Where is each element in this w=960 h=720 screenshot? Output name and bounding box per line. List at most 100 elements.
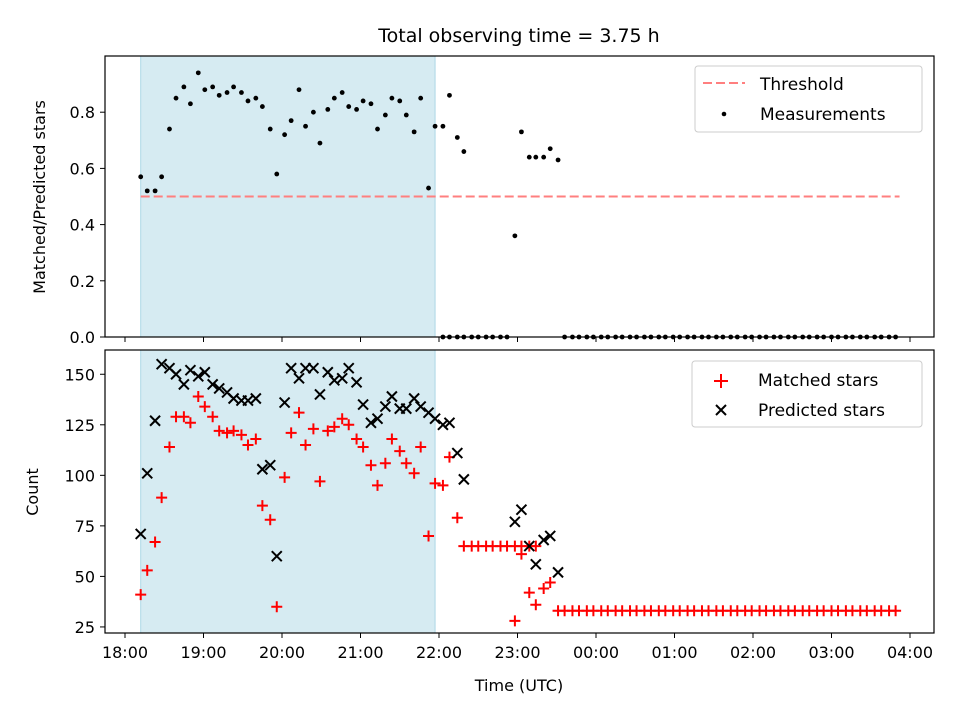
matched-star-marker — [213, 425, 225, 437]
predicted-star-marker — [278, 396, 291, 409]
x-tick-label: 04:00 — [887, 643, 933, 662]
predicted-star-marker — [271, 550, 283, 562]
matched-star-marker — [285, 427, 297, 439]
measurement-point — [288, 118, 294, 124]
measurement-point — [354, 106, 359, 112]
measurement-point — [303, 123, 308, 129]
matched-star-marker — [336, 413, 348, 425]
matched-star-marker — [530, 540, 542, 552]
matched-star-marker — [192, 390, 204, 402]
predicted-star-marker — [314, 388, 326, 401]
matched-star-marker — [523, 587, 535, 599]
predicted-star-marker — [192, 370, 204, 382]
bottom-shaded-region — [140, 349, 436, 634]
matched-star-marker — [279, 471, 291, 483]
bottom-panel: 25 50 75 100 125 150 18:00 19:00 20:00 21:00 22:0… — [23, 349, 935, 695]
matched-star-marker — [394, 445, 406, 457]
measurement-point — [274, 171, 280, 177]
top-x-ticks — [124, 337, 911, 342]
x-tick-label: 22:00 — [416, 643, 462, 662]
measurement-point — [346, 104, 352, 109]
predicted-star-marker — [199, 366, 211, 378]
predicted-star-marker — [451, 447, 464, 459]
measurement-point — [541, 154, 547, 160]
measurement-point — [259, 104, 265, 109]
measurement-point — [432, 123, 438, 129]
matched-star-marker — [538, 583, 550, 595]
top-legend: Threshold Measurements — [694, 65, 923, 133]
measurement-point — [173, 95, 179, 101]
legend-measurements-label: Measurements — [760, 105, 886, 125]
matched-star-marker — [544, 576, 556, 588]
matched-star-marker — [890, 605, 902, 617]
matched-star-marker — [135, 589, 147, 601]
legend-measurements-swatch — [721, 111, 727, 117]
predicted-star-marker — [537, 534, 550, 546]
measurement-point — [317, 140, 323, 146]
predicted-star-marker — [509, 516, 521, 528]
matched-star-marker — [149, 536, 161, 548]
measurement-point — [512, 233, 518, 239]
predicted-star-marker — [408, 392, 420, 405]
measurement-point — [360, 98, 366, 104]
measurement-point — [138, 174, 144, 180]
measurement-point — [447, 92, 452, 98]
matched-star-marker — [141, 564, 153, 576]
matched-star-marker — [264, 514, 276, 526]
matched-star-marker — [271, 601, 283, 613]
measurement-point — [267, 126, 273, 132]
measurement-point — [210, 84, 216, 90]
matched-star-marker — [372, 479, 384, 491]
y-tick-label: 0.4 — [70, 216, 95, 235]
measurement-point — [461, 149, 467, 154]
legend-predicted-label: Predicted stars — [758, 401, 885, 421]
predicted-star-marker — [213, 382, 225, 395]
measurement-point — [526, 154, 532, 160]
x-tick-label: 03:00 — [808, 643, 854, 662]
matched-star-marker — [451, 512, 463, 524]
measurement-point — [202, 87, 208, 93]
measurement-point — [382, 112, 388, 118]
top-y-ticks: 0.0 0.2 0.4 0.6 0.8 — [70, 103, 105, 347]
y-tick-label: 0.2 — [70, 272, 95, 291]
y-tick-label: 150 — [64, 365, 95, 384]
predicted-star-marker — [552, 566, 564, 579]
predicted-star-marker — [458, 473, 470, 486]
matched-star-marker — [429, 477, 441, 489]
measurement-point — [368, 101, 374, 107]
matched-star-marker — [379, 457, 391, 469]
predicted-star-marker — [357, 398, 369, 411]
x-tick-label: 18:00 — [102, 643, 148, 662]
chart-title: Total observing time = 3.75 h — [377, 25, 659, 47]
measurement-point — [167, 126, 172, 132]
measurement-point — [159, 174, 165, 180]
matched-star-marker — [178, 411, 190, 423]
matched-star-marker — [343, 419, 355, 431]
predicted-star-marker — [523, 540, 535, 552]
predicted-star-marker — [322, 366, 334, 378]
measurement-point — [533, 154, 539, 160]
measurement-point — [188, 101, 193, 107]
predicted-star-marker — [256, 463, 269, 475]
legend-predicted-swatch — [715, 404, 727, 416]
predicted-star-marker — [336, 372, 348, 385]
measurement-point — [239, 90, 244, 95]
matched-star-marker — [242, 439, 254, 451]
matched-star-marker — [322, 425, 334, 437]
y-tick-label: 0.8 — [70, 103, 95, 122]
measurement-point — [555, 157, 561, 163]
predicted-star-marker — [544, 530, 556, 542]
measurement-point — [224, 90, 230, 95]
legend-matched-swatch — [714, 374, 728, 388]
y-tick-label: 75 — [75, 517, 95, 536]
matched-star-marker — [307, 423, 319, 435]
predicted-star-marker — [285, 362, 297, 374]
measurement-point — [152, 188, 158, 194]
predicted-star-marker — [134, 528, 147, 540]
matched-star-marker — [437, 479, 449, 491]
predicted-star-marker — [178, 378, 190, 391]
bottom-legend-frame — [691, 360, 923, 428]
predicted-star-marker — [206, 378, 219, 391]
matched-star-marker — [386, 433, 398, 445]
matched-star-marker — [199, 401, 211, 413]
